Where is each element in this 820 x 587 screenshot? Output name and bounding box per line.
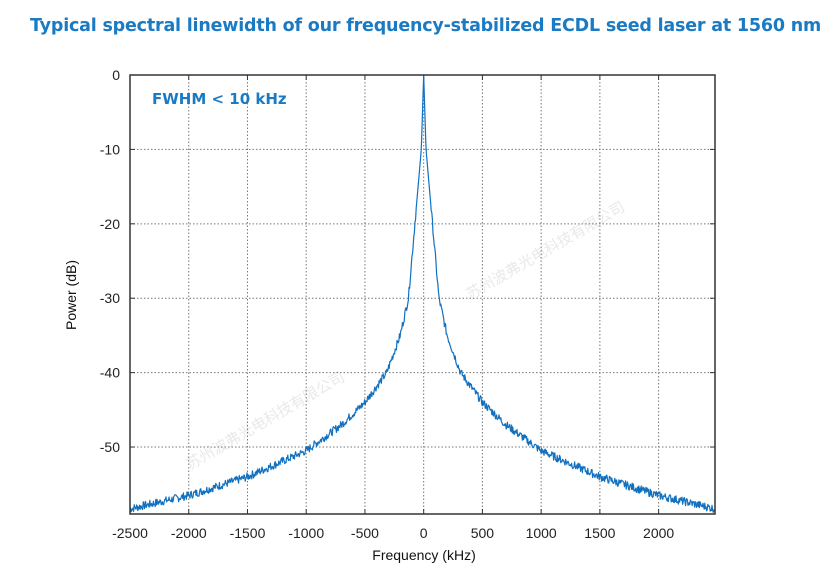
y-tick-label: -10 (100, 141, 120, 157)
x-axis-label: Frequency (kHz) (372, 547, 475, 563)
x-tick-label: -500 (351, 525, 379, 541)
x-tick-label: 2000 (643, 525, 674, 541)
y-tick-label: -50 (100, 439, 120, 455)
y-axis-label: Power (dB) (63, 260, 79, 330)
x-tick-label: -2000 (171, 525, 207, 541)
x-tick-label: 0 (420, 525, 428, 541)
x-tick-label: 500 (471, 525, 495, 541)
x-tick-label: -1500 (230, 525, 266, 541)
x-tick-label: 1000 (526, 525, 557, 541)
y-tick-label: -30 (100, 290, 120, 306)
series-line (129, 74, 715, 513)
plot-frame (129, 74, 716, 515)
y-tick-labels: 0 -10 -20 -30 -40 -50 (100, 67, 120, 455)
chart-title: Typical spectral linewidth of our freque… (30, 16, 820, 36)
watermark-text: 苏州波弗光电科技有限公司 (463, 198, 628, 304)
x-tick-label: 1500 (584, 525, 615, 541)
watermark-text: 苏州波弗光电科技有限公司 (183, 368, 348, 474)
y-tick-label: -20 (100, 216, 120, 232)
x-tick-label: -1000 (288, 525, 324, 541)
x-tick-label: -2500 (112, 525, 148, 541)
x-tick-labels: -2500 -2000 -1500 -1000 -500 0 500 1000 1500 2000 (112, 525, 674, 541)
series-layer (129, 74, 715, 513)
fwhm-annotation: FWHM < 10 kHz (152, 90, 287, 108)
y-tick-label: 0 (112, 67, 120, 83)
y-tick-label: -40 (100, 365, 120, 381)
